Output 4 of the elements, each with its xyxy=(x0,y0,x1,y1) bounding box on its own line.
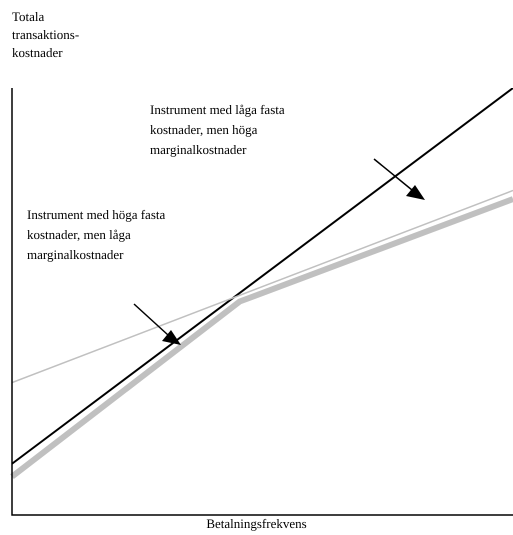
y-axis-title: Totala transaktions-kostnader xyxy=(12,8,80,62)
x-axis-title: Betalningsfrekvens xyxy=(205,515,308,533)
annotation: Instrument med höga fasta kostnader, men låga marginalkostnader xyxy=(27,206,166,264)
annotation: Instrument med låga fasta kostnader, men höga marginalkostnader xyxy=(150,101,286,159)
